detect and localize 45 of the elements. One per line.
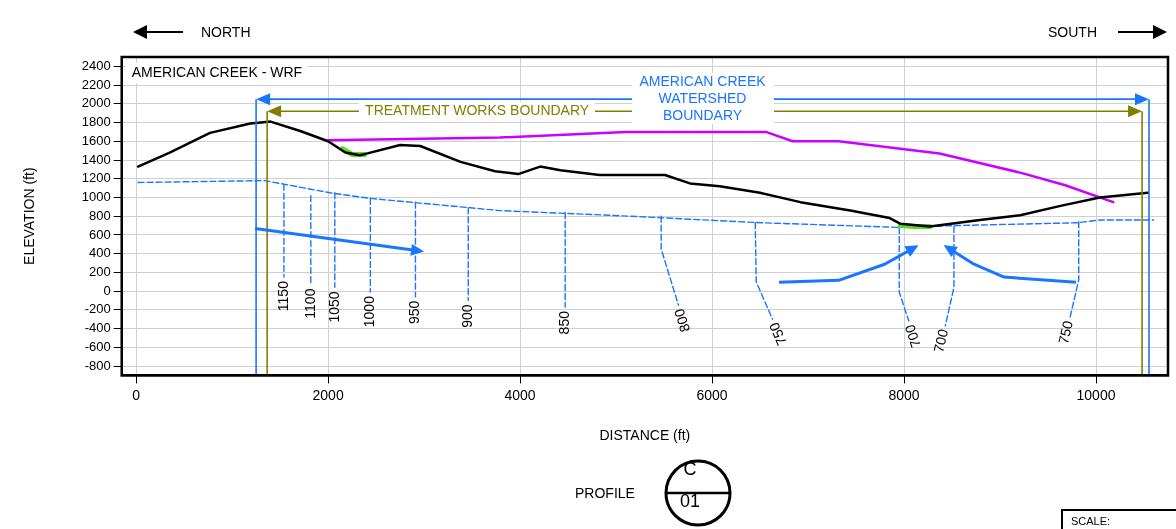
- y-tick-label: 0: [103, 282, 111, 298]
- text: 01: [679, 491, 701, 512]
- y-tick-label: 800: [89, 207, 111, 223]
- text: SOUTH: [1048, 24, 1097, 40]
- text: SCALE:: [1071, 515, 1111, 527]
- y-tick-label: 1200: [81, 170, 111, 186]
- x-tick-label: 2000: [312, 386, 344, 403]
- text: 1000: [361, 295, 378, 328]
- y-tick-label: 2400: [81, 57, 111, 73]
- y-tick-label: 1400: [81, 151, 111, 167]
- y-tick-label: 1600: [81, 132, 111, 148]
- text: 750: [765, 319, 790, 348]
- x-axis-title: DISTANCE (ft): [599, 427, 691, 444]
- x-tick-label: 6000: [696, 386, 728, 403]
- ref-line-label: TREATMENT WORKS BOUNDARY: [359, 102, 596, 120]
- y-tick-label: 1000: [81, 189, 111, 205]
- x-tick-label: 0: [132, 386, 141, 403]
- y-tick-label: -400: [84, 320, 111, 336]
- y-tick-label: -200: [84, 301, 111, 317]
- y-tick-label: 400: [89, 245, 111, 261]
- x-tick-label: 4000: [504, 386, 536, 403]
- text: 950: [406, 300, 423, 325]
- text: 700: [901, 322, 924, 350]
- text: NORTH: [201, 24, 251, 40]
- text: AMERICAN CREEK - WRF: [131, 63, 303, 80]
- y-tick-label: 1800: [81, 114, 111, 130]
- text: 1100: [301, 288, 318, 319]
- y-tick-label: 2200: [81, 76, 111, 92]
- text: 700: [930, 327, 952, 354]
- text: 750: [1055, 318, 1076, 346]
- text: 800: [670, 306, 694, 334]
- text: 1050: [325, 291, 342, 323]
- y-tick-label: -800: [84, 357, 111, 373]
- y-tick-label: -600: [84, 338, 111, 354]
- y-axis-title: ELEVATION (ft): [21, 167, 38, 265]
- x-tick-label: 10000: [1076, 386, 1116, 403]
- y-tick-label: 200: [89, 263, 111, 279]
- text: 900: [459, 304, 476, 328]
- text: 850: [556, 310, 573, 335]
- y-tick-label: 600: [89, 226, 111, 242]
- ref-line-label: AMERICAN CREEK WATERSHED BOUNDARY: [631, 73, 774, 125]
- x-tick-label: 8000: [888, 386, 920, 403]
- y-tick-label: 2000: [81, 95, 111, 111]
- text: 1150: [274, 280, 291, 312]
- text: PROFILE: [575, 485, 635, 501]
